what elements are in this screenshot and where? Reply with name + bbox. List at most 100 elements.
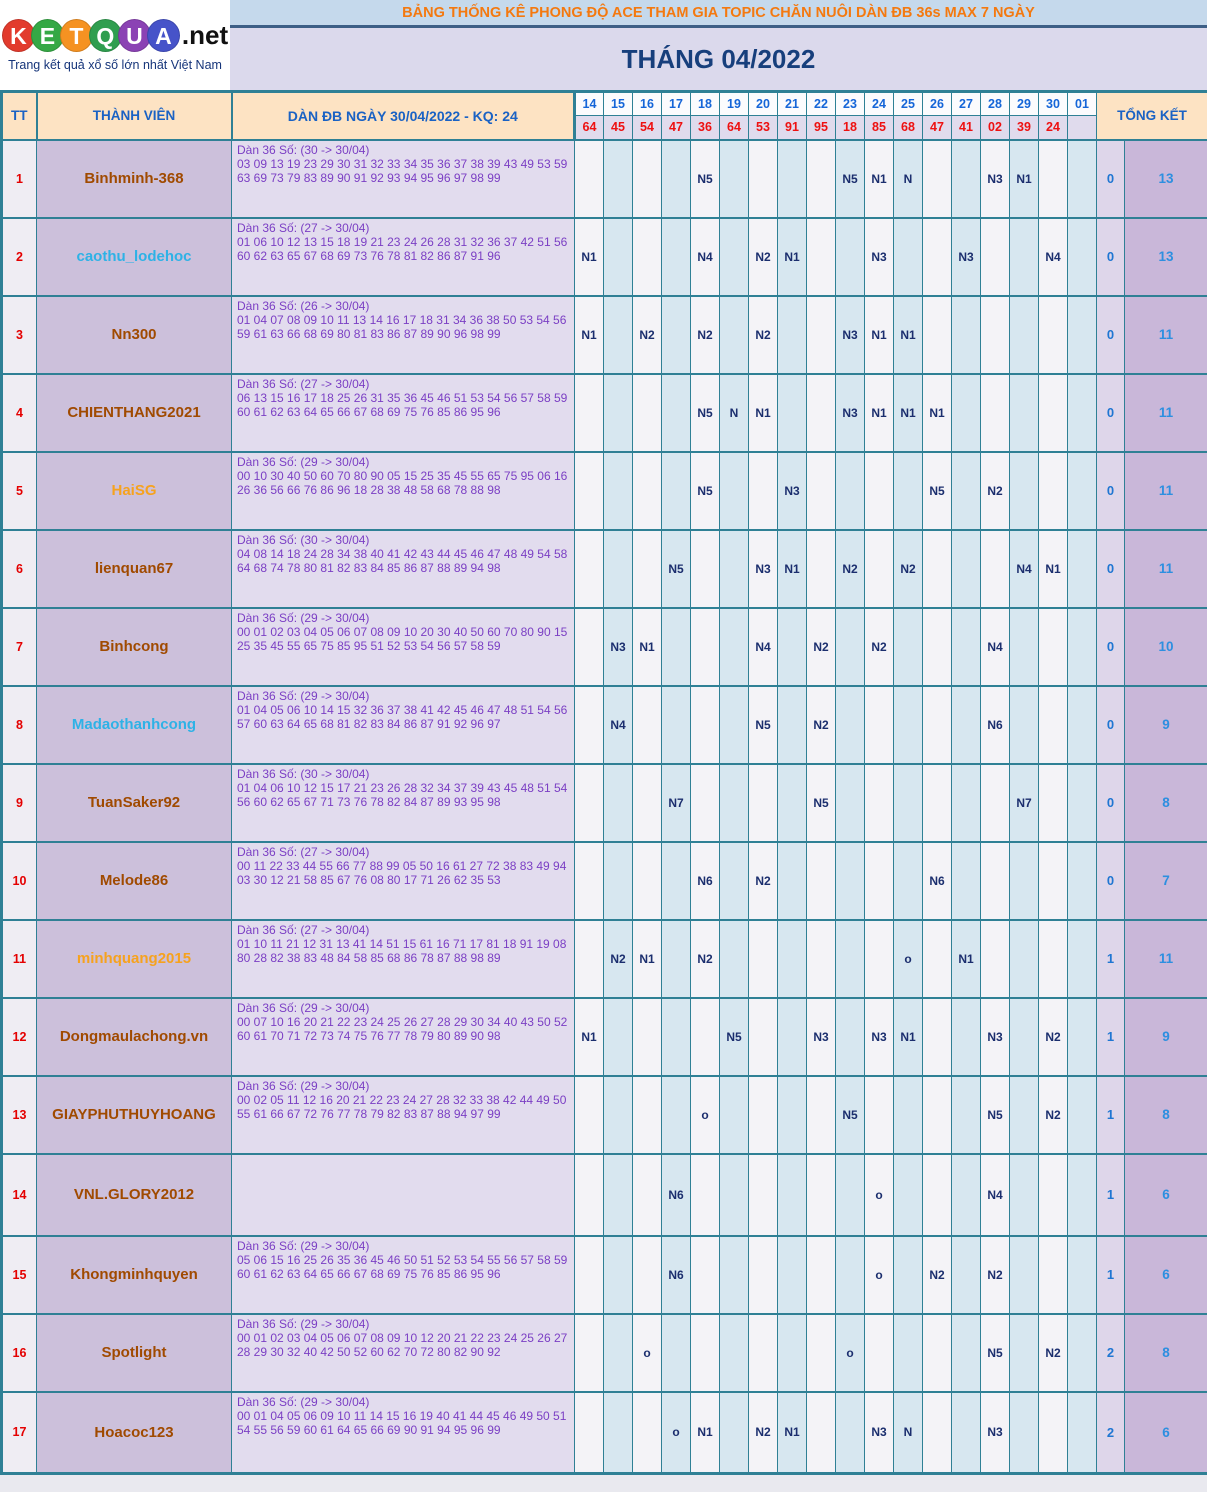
- dan-range-label: Dàn 36 Số: (29 -> 30/04): [237, 610, 370, 625]
- mark-cell-19: [719, 1313, 749, 1392]
- ketqua-logo[interactable]: K E T Q U A .net Trang kết quả xổ số lớn nhất …: [0, 0, 230, 90]
- mark-cell-20: [748, 1075, 778, 1154]
- miss-count-cell: 0: [1096, 841, 1125, 920]
- mark-cell-15: [603, 763, 633, 842]
- mark-cell-17: [661, 1313, 691, 1392]
- mark-cell-19: [719, 841, 749, 920]
- mark-cell-17: N7: [661, 763, 691, 842]
- mark-cell-15: [603, 529, 633, 608]
- member-name: Khongminhquyen: [36, 1235, 232, 1314]
- member-name: Melode86: [36, 841, 232, 920]
- member-row-6: 6 lienquan67 Dàn 36 Số: (30 -> 30/04) 04 08…: [1, 529, 1207, 608]
- total-cell: 6: [1124, 1153, 1207, 1236]
- mark-cell-22: [806, 451, 836, 530]
- dan-numbers: Dàn 36 Số: (27 -> 30/04) 00 11 22 33 44 5…: [231, 841, 575, 920]
- member-row-13: 13 GIAYPHUTHUYHOANG Dàn 36 Số: (29 -> 30/0…: [1, 1075, 1207, 1154]
- mark-cell-27: [951, 139, 981, 218]
- mark-cell-30: [1038, 763, 1068, 842]
- tt-cell: 14: [1, 1153, 37, 1236]
- mark-cell-29: [1009, 685, 1039, 764]
- mark-cell-22: [806, 373, 836, 452]
- date-header-14: 14: [574, 91, 604, 116]
- mark-cell-30: [1038, 451, 1068, 530]
- mark-cell-21: N1: [777, 1391, 807, 1474]
- dan-range-label: Dàn 36 Số: (27 -> 30/04): [237, 922, 370, 937]
- mark-cell-24: N1: [864, 295, 894, 374]
- logo-letter: E: [30, 18, 64, 52]
- mark-cell-15: N3: [603, 607, 633, 686]
- total-cell: 6: [1124, 1391, 1207, 1474]
- mark-cell-23: N3: [835, 295, 865, 374]
- mark-cell-01: [1067, 1075, 1097, 1154]
- dan-range-label: Dàn 36 Số: (27 -> 30/04): [237, 844, 370, 859]
- dan-numbers-text: 01 04 06 10 12 15 17 21 23 26 28 32 34 3…: [237, 780, 568, 809]
- mark-cell-19: [719, 763, 749, 842]
- mark-cell-20: N5: [748, 685, 778, 764]
- mark-cell-01: [1067, 139, 1097, 218]
- mark-cell-25: [893, 841, 923, 920]
- mark-cell-18: [690, 997, 720, 1076]
- member-name: HaiSG: [36, 451, 232, 530]
- mark-cell-28: N6: [980, 685, 1010, 764]
- mark-cell-26: [922, 607, 952, 686]
- mark-cell-17: [661, 841, 691, 920]
- mark-cell-19: N: [719, 373, 749, 452]
- mark-cell-01: [1067, 451, 1097, 530]
- stats-table: TT THÀNH VIÊN DÀN ĐB NGÀY 30/04/2022 - K…: [0, 90, 1207, 1475]
- mark-cell-30: [1038, 139, 1068, 218]
- mark-cell-23: [835, 1235, 865, 1314]
- mark-cell-23: [835, 841, 865, 920]
- mark-cell-26: [922, 1153, 952, 1236]
- member-row-10: 10 Melode86 Dàn 36 Số: (27 -> 30/04) 00 11 …: [1, 841, 1207, 920]
- mark-cell-15: [603, 451, 633, 530]
- result-21: 91: [777, 115, 807, 140]
- result-18: 36: [690, 115, 720, 140]
- miss-count-cell: 0: [1096, 685, 1125, 764]
- dan-numbers-text: 01 06 10 12 13 15 18 19 21 23 24 26 28 3…: [237, 234, 568, 263]
- mark-cell-23: [835, 685, 865, 764]
- dan-range-label: Dàn 36 Số: (29 -> 30/04): [237, 454, 370, 469]
- mark-cell-22: [806, 529, 836, 608]
- mark-cell-28: [980, 373, 1010, 452]
- mark-cell-18: [690, 607, 720, 686]
- member-name: minhquang2015: [36, 919, 232, 998]
- mark-cell-01: [1067, 763, 1097, 842]
- mark-cell-14: [574, 1391, 604, 1474]
- mark-cell-30: [1038, 919, 1068, 998]
- mark-cell-26: [922, 919, 952, 998]
- date-header-21: 21: [777, 91, 807, 116]
- mark-cell-29: [1009, 1153, 1039, 1236]
- mark-cell-27: [951, 295, 981, 374]
- mark-cell-01: [1067, 1391, 1097, 1474]
- dan-numbers-text: 05 06 15 16 25 26 35 36 45 46 50 51 52 5…: [237, 1252, 568, 1281]
- dan-range-label: Dàn 36 Số: (29 -> 30/04): [237, 1078, 370, 1093]
- mark-cell-30: N2: [1038, 1313, 1068, 1392]
- miss-count-cell: 0: [1096, 139, 1125, 218]
- mark-cell-14: [574, 1235, 604, 1314]
- mark-cell-15: [603, 1391, 633, 1474]
- mark-cell-20: [748, 1153, 778, 1236]
- tt-cell: 2: [1, 217, 37, 296]
- dan-range-label: Dàn 36 Số: (29 -> 30/04): [237, 1000, 370, 1015]
- mark-cell-19: [719, 1235, 749, 1314]
- dan-range-label: Dàn 36 Số: (30 -> 30/04): [237, 766, 370, 781]
- member-row-7: 7 Binhcong Dàn 36 Số: (29 -> 30/04) 00 01 0…: [1, 607, 1207, 686]
- mark-cell-24: [864, 919, 894, 998]
- result-17: 47: [661, 115, 691, 140]
- mark-cell-22: [806, 139, 836, 218]
- mark-cell-18: [690, 1313, 720, 1392]
- mark-cell-28: N3: [980, 1391, 1010, 1474]
- mark-cell-26: [922, 685, 952, 764]
- mark-cell-19: [719, 295, 749, 374]
- mark-cell-28: N3: [980, 139, 1010, 218]
- member-name: lienquan67: [36, 529, 232, 608]
- tt-cell: 11: [1, 919, 37, 998]
- mark-cell-19: [719, 919, 749, 998]
- mark-cell-18: N6: [690, 841, 720, 920]
- mark-cell-26: [922, 1391, 952, 1474]
- mark-cell-27: [951, 1391, 981, 1474]
- mark-cell-01: [1067, 841, 1097, 920]
- result-26: 47: [922, 115, 952, 140]
- mark-cell-30: N2: [1038, 1075, 1068, 1154]
- mark-cell-26: [922, 295, 952, 374]
